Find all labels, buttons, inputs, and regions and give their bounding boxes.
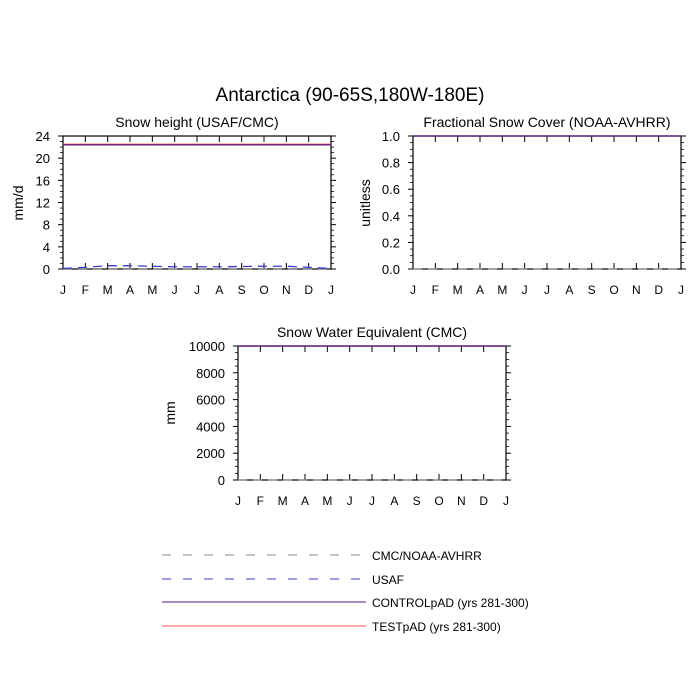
y-tick-label: 24 [36,129,50,144]
y-axis-label: unitless [357,179,373,226]
y-tick-label: 8000 [196,366,225,381]
y-tick-label: 0 [218,473,225,488]
x-tick-label: J [60,283,66,297]
x-tick-label: M [497,283,507,297]
x-tick-label: S [238,283,246,297]
y-axis-label: mm/d [10,186,26,221]
x-tick-label: J [235,494,241,508]
x-tick-label: A [215,283,223,297]
x-tick-label: S [413,494,421,508]
x-tick-label: M [147,283,157,297]
legend-item: CMC/NOAA-AVHRR [162,549,482,563]
x-tick-label: F [432,283,439,297]
plot-frame [62,135,332,270]
x-tick-label: J [172,283,178,297]
legend: CMC/NOAA-AVHRR USAF CONTROLpAD (yrs 281-… [162,549,529,634]
y-tick-label: 0.6 [382,182,400,197]
y-axis-label: mm [162,401,178,424]
x-tick-label: O [434,494,443,508]
y-tick-label: 6000 [196,393,225,408]
x-tick-label: J [678,283,684,297]
y-tick-label: 4000 [196,419,225,434]
legend-item: USAF [162,573,404,587]
y-tick-label: 0.0 [382,262,400,277]
x-tick-label: J [194,283,200,297]
y-tick-label: 20 [36,151,50,166]
x-tick-label: N [457,494,466,508]
panel-title: Snow Water Equivalent (CMC) [277,324,467,340]
x-tick-label: J [347,494,353,508]
y-tick-label: 0.4 [382,209,400,224]
fractional-snow-cover-panel: Fractional Snow Cover (NOAA-AVHRR) unitl… [357,114,686,297]
x-tick-label: M [278,494,288,508]
x-tick-label: S [588,283,596,297]
x-tick-label: F [82,283,89,297]
y-tick-label: 10000 [189,339,225,354]
x-tick-label: A [301,494,309,508]
y-tick-label: 8 [43,218,50,233]
x-tick-label: M [103,283,113,297]
x-tick-label: M [453,283,463,297]
x-tick-label: A [476,283,484,297]
x-tick-label: J [522,283,528,297]
x-tick-label: D [654,283,663,297]
x-tick-label: F [257,494,264,508]
y-tick-label: 0 [43,262,50,277]
x-tick-label: J [503,494,509,508]
x-tick-label: M [322,494,332,508]
y-tick-label: 0.8 [382,156,400,171]
x-tick-label: A [565,283,573,297]
x-tick-label: J [328,283,334,297]
plot-frame [237,345,507,481]
y-tick-label: 4 [43,240,50,255]
x-tick-label: O [609,283,618,297]
legend-label: CONTROLpAD (yrs 281-300) [372,596,529,610]
x-tick-label: A [390,494,398,508]
x-tick-label: N [282,283,291,297]
panel-title: Snow height (USAF/CMC) [115,114,278,130]
plot-frame [412,135,682,270]
y-tick-label: 1.0 [382,129,400,144]
legend-item: CONTROLpAD (yrs 281-300) [162,596,529,610]
x-tick-label: A [126,283,134,297]
panel-title: Fractional Snow Cover (NOAA-AVHRR) [423,114,670,130]
legend-item: TESTpAD (yrs 281-300) [162,620,501,634]
x-tick-label: D [479,494,488,508]
x-tick-label: N [632,283,641,297]
y-tick-label: 0.2 [382,235,400,250]
y-tick-label: 2000 [196,446,225,461]
x-tick-label: J [369,494,375,508]
y-tick-label: 16 [36,173,50,188]
figure-title: Antarctica (90-65S,180W-180E) [216,85,485,106]
legend-label: USAF [372,573,404,587]
legend-label: CMC/NOAA-AVHRR [372,549,482,563]
y-tick-label: 12 [36,196,50,211]
x-tick-label: J [410,283,416,297]
x-tick-label: J [544,283,550,297]
legend-label: TESTpAD (yrs 281-300) [372,620,501,634]
x-tick-label: D [304,283,313,297]
x-tick-label: O [259,283,268,297]
